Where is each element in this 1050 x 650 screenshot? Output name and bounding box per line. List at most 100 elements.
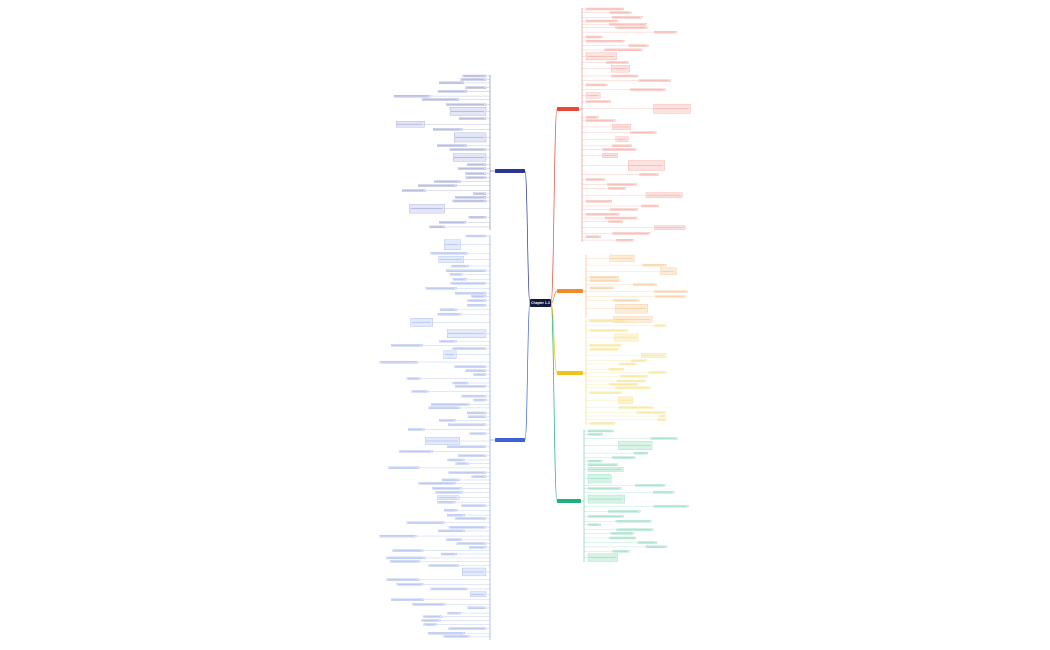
topic-node <box>495 169 525 173</box>
leaf-node <box>471 475 487 478</box>
leaf-node <box>449 106 487 116</box>
leaf-node <box>645 192 683 198</box>
leaf-node <box>390 560 420 563</box>
leaf-node <box>604 48 643 52</box>
leaf-node <box>467 163 487 166</box>
leaf-node <box>585 178 605 181</box>
leaf-node <box>660 267 677 275</box>
leaf-node <box>428 406 460 409</box>
leaf-node <box>612 550 630 553</box>
leaf-node <box>443 635 470 638</box>
leaf-node <box>587 494 625 504</box>
leaf-node <box>612 232 651 235</box>
leaf-node <box>469 591 487 597</box>
leaf-node <box>447 514 465 517</box>
leaf-node <box>467 304 487 307</box>
leaf-node <box>604 216 638 220</box>
leaf-node <box>653 505 689 508</box>
leaf-node <box>613 316 653 323</box>
leaf-node <box>589 279 621 282</box>
leaf-node <box>452 381 469 385</box>
leaf-node <box>608 187 626 190</box>
leaf-node <box>456 542 487 545</box>
leaf-node <box>585 35 603 39</box>
leaf-node <box>408 428 425 431</box>
leaf-node <box>406 521 445 524</box>
leaf-node <box>448 471 487 474</box>
leaf-node <box>396 121 425 128</box>
leaf-node <box>452 347 487 350</box>
leaf-node <box>465 176 487 179</box>
leaf-node <box>421 619 441 622</box>
leaf-node <box>438 255 464 263</box>
leaf-node <box>587 429 614 433</box>
leaf-node <box>654 290 688 293</box>
leaf-node <box>468 216 487 219</box>
leaf-node <box>461 504 487 507</box>
leaf-node <box>465 172 487 175</box>
leaf-node <box>462 567 487 577</box>
leaf-node <box>446 103 487 106</box>
central-node[interactable] <box>530 299 551 307</box>
leaf-node <box>458 454 487 457</box>
leaf-node <box>455 517 487 520</box>
leaf-node <box>638 79 671 82</box>
leaf-node <box>473 192 487 195</box>
leaf-node <box>641 204 659 208</box>
leaf-node <box>388 466 420 469</box>
leaf-node <box>585 119 616 122</box>
leaf-node <box>608 510 641 513</box>
leaf-node <box>609 11 632 14</box>
leaf-node <box>639 173 659 176</box>
leaf-node <box>439 308 458 311</box>
leaf-node <box>399 450 434 453</box>
leaf-node <box>473 373 487 376</box>
branch-link <box>550 290 558 304</box>
leaf-node <box>645 545 667 548</box>
leaf-node <box>611 74 639 78</box>
leaf-node <box>437 90 468 93</box>
central-label: Chapter 1-3 <box>531 301 550 305</box>
leaf-node <box>585 52 617 61</box>
leaf-node <box>653 103 691 114</box>
leaf-node <box>616 528 654 531</box>
leaf-node <box>473 398 487 402</box>
leaf-node <box>447 445 487 448</box>
branch-link <box>550 108 558 304</box>
leaf-node <box>642 264 667 267</box>
leaf-node <box>620 375 648 378</box>
leaf-node <box>443 350 457 359</box>
leaf-node <box>612 144 632 147</box>
leaf-node <box>455 196 487 199</box>
leaf-node <box>465 369 487 372</box>
main-topics <box>495 107 583 503</box>
leaf-node <box>587 459 603 463</box>
leaf-node <box>587 474 612 484</box>
leaf-node <box>469 432 487 435</box>
leaf-node <box>458 117 487 120</box>
leaf-node <box>654 324 667 327</box>
leaf-node <box>587 467 624 472</box>
leaf-node <box>427 632 465 635</box>
leaf-node <box>391 598 425 601</box>
leaf-node <box>439 81 465 84</box>
branch-links <box>416 8 661 640</box>
leaf-node <box>386 578 420 581</box>
leaf-node <box>635 484 666 487</box>
leaf-node <box>585 19 618 23</box>
leaf-node <box>465 234 487 238</box>
leaf-node <box>391 344 423 347</box>
leaf-node <box>585 7 624 11</box>
leaf-node <box>636 411 667 414</box>
leaf-node <box>657 418 667 421</box>
leaf-node <box>602 153 618 158</box>
leaf-node <box>455 292 487 295</box>
leaf-node <box>587 463 618 466</box>
leaf-node <box>449 273 463 276</box>
leaf-node <box>439 221 466 224</box>
leaf-node <box>448 627 487 630</box>
leaf-node <box>467 606 487 609</box>
leaf-node <box>425 287 457 290</box>
